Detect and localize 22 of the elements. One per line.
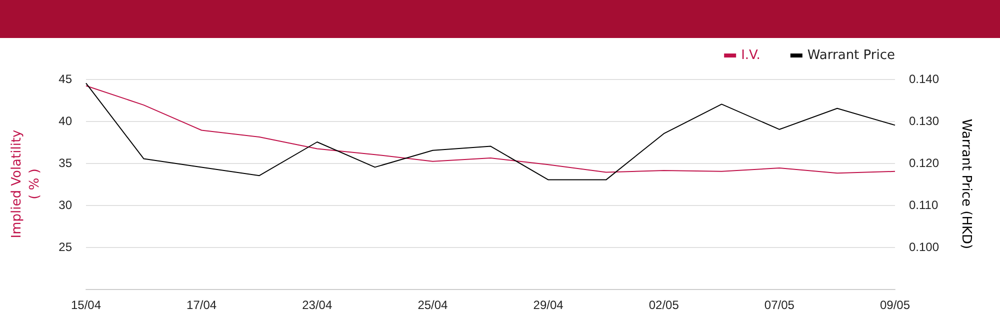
x-tick-label: 07/05	[764, 298, 795, 312]
y-tick-label: 40	[58, 114, 72, 128]
x-tick-label: 23/04	[302, 298, 332, 312]
y2-tick-label: 0.120	[909, 156, 940, 170]
y-tick-label: 35	[58, 156, 72, 170]
x-tick-label: 02/05	[648, 298, 680, 312]
y-axis-title: Implied Volatility ( % )	[10, 129, 42, 238]
y2-tick-label: 0.110	[909, 198, 938, 212]
y2-axis-title: Warrant Price (HKD)	[958, 118, 974, 250]
x-tick-label: 29/04	[533, 298, 564, 312]
y-tick-label: 30	[58, 198, 72, 212]
x-tick-label: 15/04	[70, 298, 102, 312]
x-tick-label: 25/04	[418, 298, 448, 312]
y2-tick-label: 0.140	[909, 72, 940, 86]
y2-tick-label: 0.100	[909, 240, 940, 254]
legend-label: Warrant Price	[807, 48, 896, 63]
x-tick-label: 17/04	[186, 298, 217, 312]
legend-label: I.V.	[741, 48, 760, 63]
y2-tick-label: 0.130	[909, 114, 940, 128]
y-tick-label: 45	[58, 72, 72, 86]
y-tick-label: 25	[58, 240, 72, 254]
x-tick-label: 09/05	[880, 298, 910, 312]
